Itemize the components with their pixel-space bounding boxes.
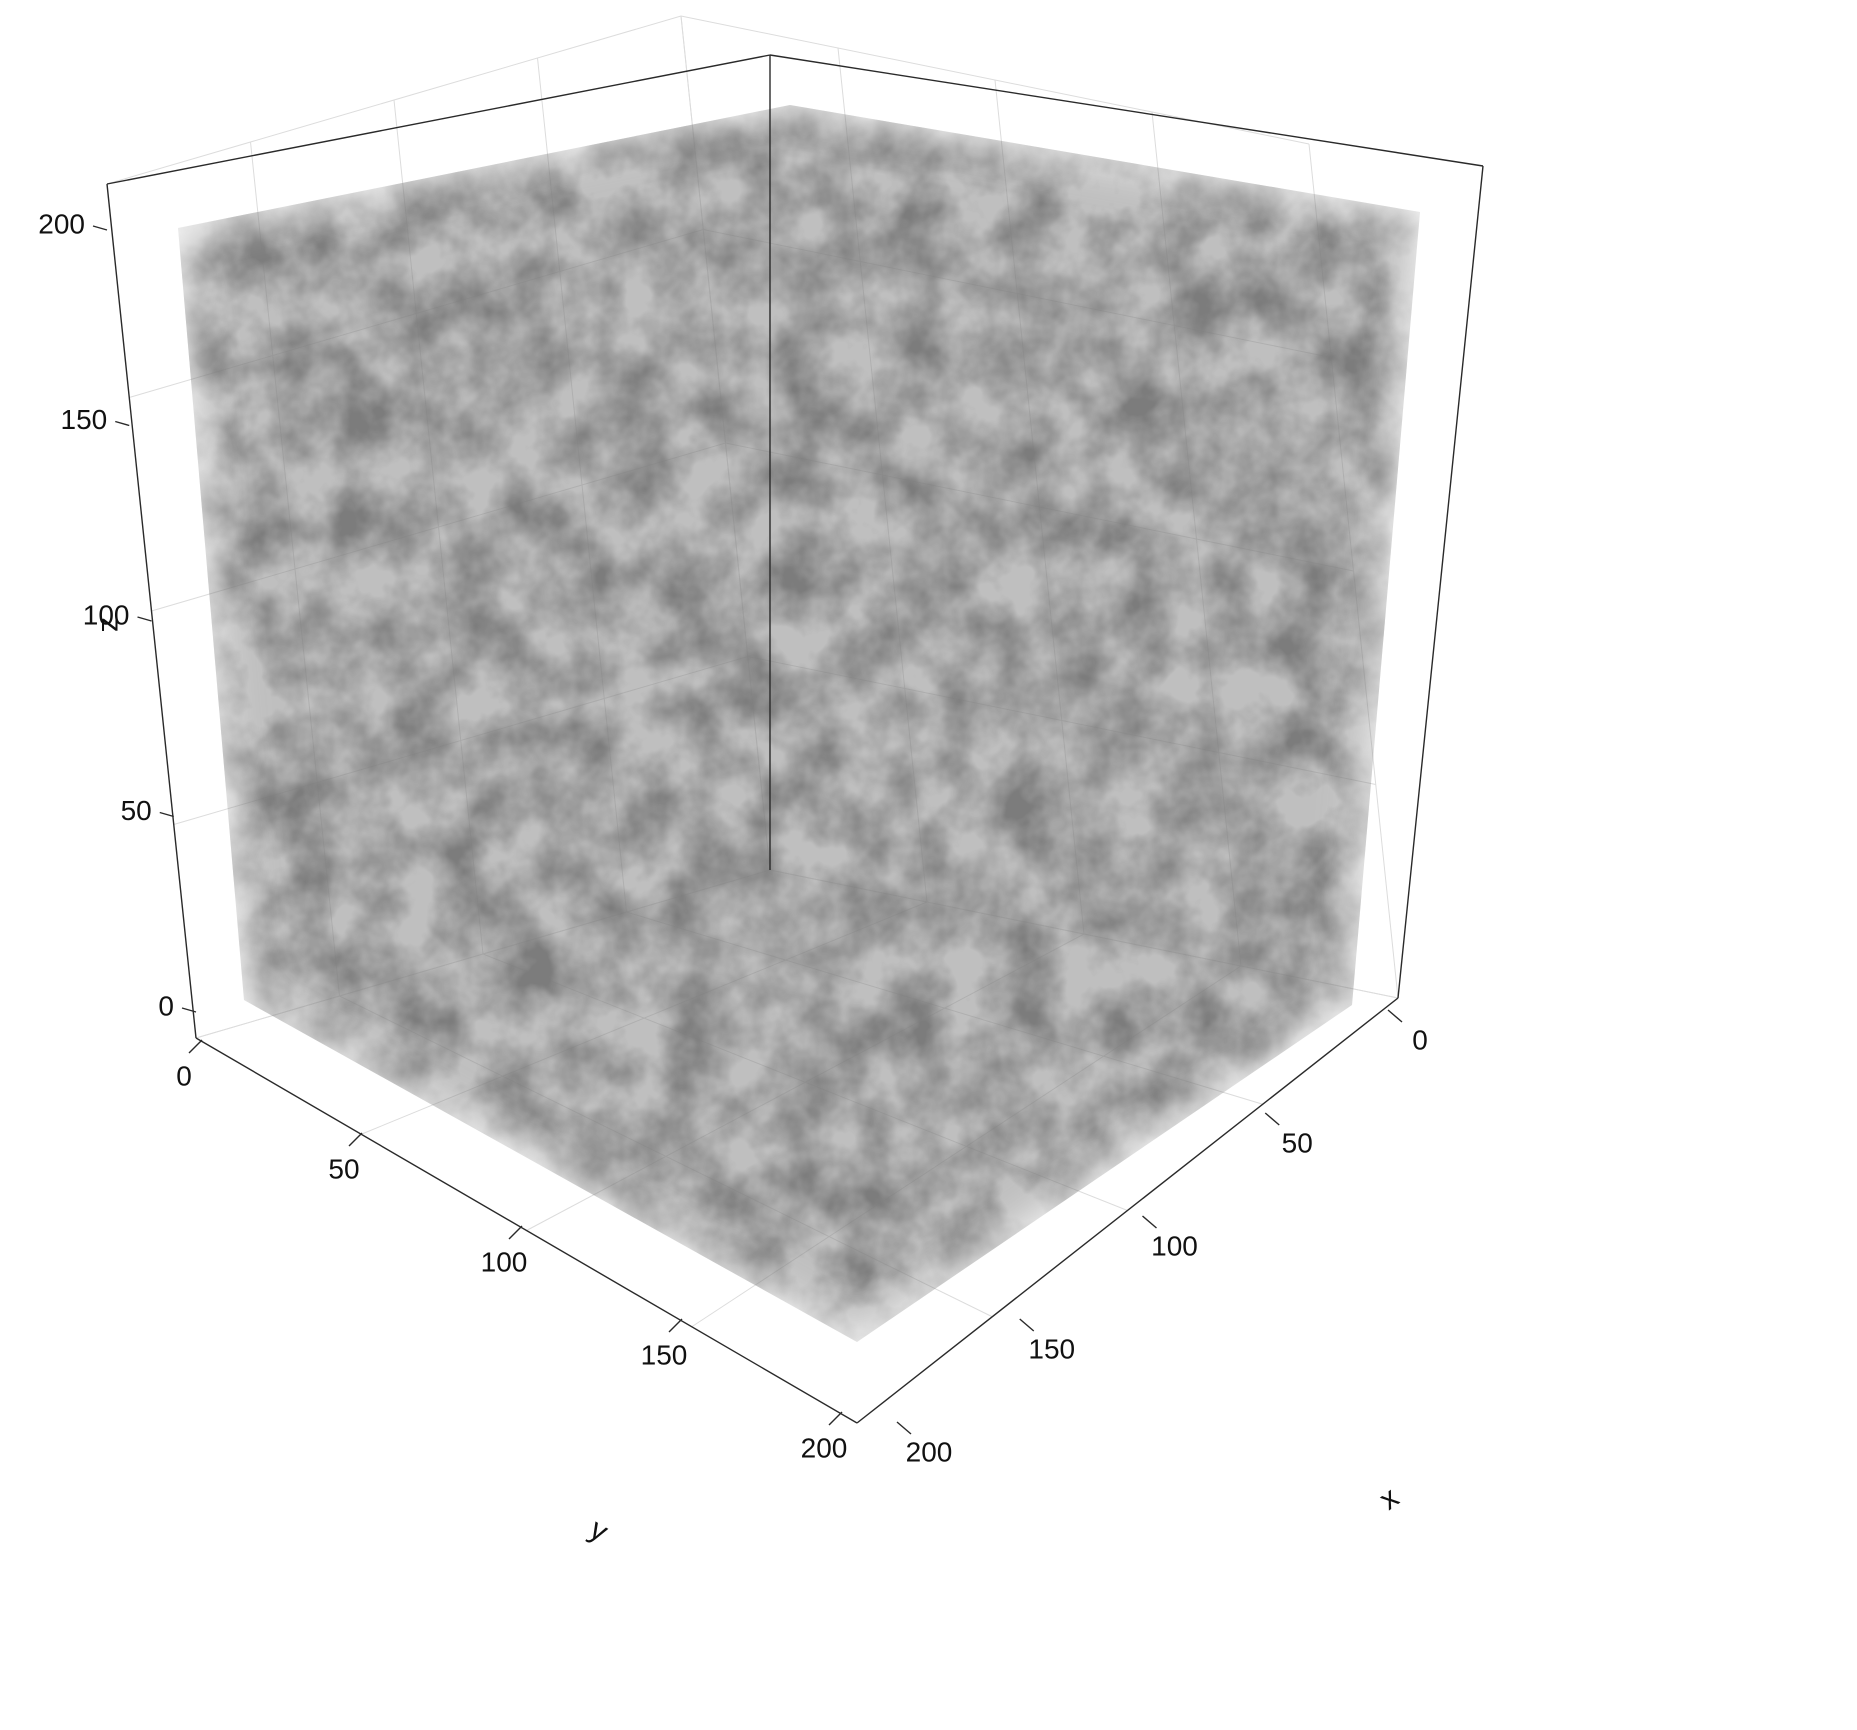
y-tick-label: 150 xyxy=(641,1339,688,1370)
z-tick xyxy=(181,1007,197,1013)
y-tick xyxy=(348,1132,363,1147)
z-tick xyxy=(92,225,108,231)
x-tick xyxy=(1387,1009,1403,1023)
z-tick-label: 200 xyxy=(38,208,85,239)
z-axis-label: z xyxy=(95,618,128,633)
frame-edge xyxy=(106,54,771,185)
frame-edge xyxy=(1397,165,1484,999)
y-tick xyxy=(508,1225,523,1240)
z-tick-label: 150 xyxy=(61,404,108,435)
frame-edge xyxy=(195,1037,858,1424)
y-tick-label: 50 xyxy=(328,1153,359,1184)
z-tick-label: 50 xyxy=(121,795,152,826)
x-axis-label: x xyxy=(1373,1481,1405,1517)
x-tick xyxy=(1142,1215,1157,1229)
y-tick-label: 100 xyxy=(481,1246,528,1277)
y-tick-label: 200 xyxy=(801,1432,848,1463)
x-tick-label: 150 xyxy=(1028,1333,1075,1364)
z-tick xyxy=(137,616,152,622)
x-tick-label: 50 xyxy=(1282,1127,1313,1158)
x-tick xyxy=(1019,1318,1035,1332)
z-tick-label: 100 xyxy=(83,599,130,630)
y-tick-label: 0 xyxy=(176,1060,192,1091)
y-tick xyxy=(668,1318,683,1333)
y-tick xyxy=(188,1039,203,1054)
z-tick xyxy=(115,420,130,427)
axes-frame xyxy=(106,54,1484,1424)
x-tick-label: 200 xyxy=(906,1436,953,1467)
frame-edge xyxy=(769,54,1484,167)
x-tick xyxy=(896,1421,912,1435)
y-tick xyxy=(828,1411,843,1426)
y-axis-label: y xyxy=(584,1513,613,1549)
axis-ticks: 0 50 100 150 200 0 50 100 150 200 0 50 100 150 200 xyxy=(38,208,1428,1467)
z-tick xyxy=(159,811,174,818)
frame-edge xyxy=(106,183,197,1039)
x-tick-label: 100 xyxy=(1151,1230,1198,1261)
z-tick-label: 0 xyxy=(158,990,174,1021)
x-tick-label: 0 xyxy=(1412,1024,1428,1055)
frame-edge xyxy=(856,997,1399,1424)
x-tick xyxy=(1264,1112,1280,1126)
